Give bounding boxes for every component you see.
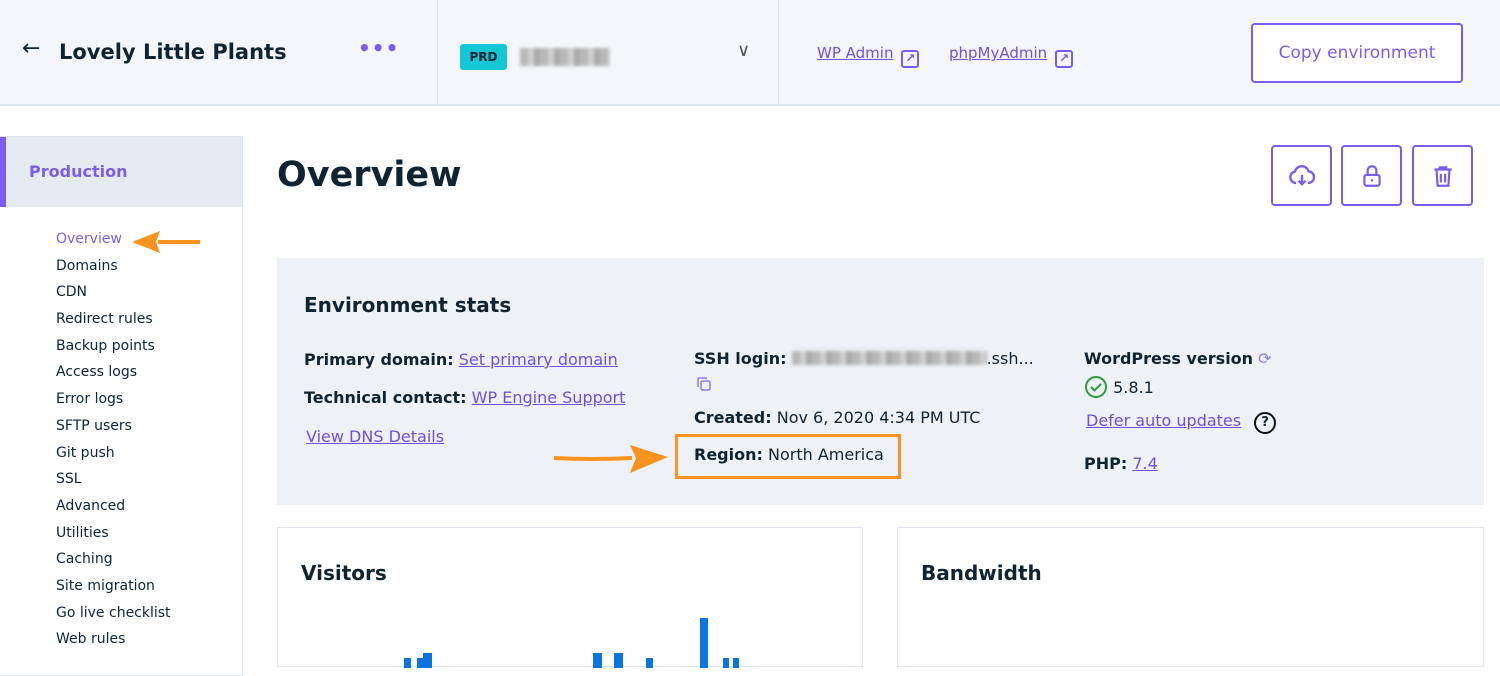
sidebar-item-overview[interactable]: Overview <box>56 231 122 247</box>
help-icon[interactable]: ? <box>1254 412 1277 434</box>
stats-title: Environment stats <box>304 293 512 317</box>
visitors-bar <box>733 658 739 668</box>
php-label: PHP: <box>1084 454 1128 473</box>
sidebar-item-ssl[interactable]: SSL <box>56 471 82 488</box>
cloud-download-icon <box>1288 164 1315 186</box>
lock-button[interactable] <box>1341 145 1402 206</box>
region-highlight-box <box>675 434 901 479</box>
created-value: Nov 6, 2020 4:34 PM UTC <box>776 408 981 427</box>
visitors-bar <box>593 653 602 668</box>
top-header: ← Lovely Little Plants ••• PRD ∨ WP Admi… <box>0 0 1500 106</box>
visitors-bar <box>646 658 653 668</box>
phpmyadmin-link[interactable]: phpMyAdmin ↗ <box>949 44 1074 68</box>
trash-icon <box>1433 165 1452 187</box>
sidebar-item-redirect-rules[interactable]: Redirect rules <box>56 311 153 328</box>
php-version-link[interactable]: 7.4 <box>1132 454 1158 473</box>
primary-domain-label: Primary domain: <box>304 350 454 369</box>
view-dns-details-link[interactable]: View DNS Details <box>306 427 445 446</box>
visitors-title: Visitors <box>301 561 387 585</box>
chevron-down-icon[interactable]: ∨ <box>737 40 751 61</box>
visitors-card: Visitors <box>277 527 863 668</box>
visitors-bar <box>423 653 432 668</box>
wp-engine-support-link[interactable]: WP Engine Support <box>471 388 626 407</box>
annotation-arrow-icon <box>132 231 200 253</box>
back-arrow-icon[interactable]: ← <box>22 36 41 61</box>
sidebar-item-caching[interactable]: Caching <box>56 551 113 568</box>
region-value: North America <box>767 445 884 464</box>
site-name: Lovely Little Plants <box>59 40 287 64</box>
sidebar-item-site-migration[interactable]: Site migration <box>56 577 155 594</box>
copy-icon[interactable] <box>696 376 712 392</box>
lock-icon <box>1362 164 1381 187</box>
technical-contact-row: Technical contact: WP Engine Support <box>304 388 625 407</box>
sidebar-section-production[interactable]: Production <box>0 137 242 207</box>
sidebar-item-go-live-checklist[interactable]: Go live checklist <box>56 604 171 621</box>
sidebar-item-advanced[interactable]: Advanced <box>56 497 126 514</box>
visitors-bar <box>700 618 708 668</box>
wp-admin-label: WP Admin <box>817 44 894 62</box>
ssh-login-label: SSH login: <box>694 349 787 368</box>
refresh-icon[interactable]: ⟳ <box>1258 349 1272 368</box>
visitors-bar <box>404 658 411 668</box>
primary-domain-row: Primary domain: Set primary domain <box>304 350 618 369</box>
sidebar-item-access-logs[interactable]: Access logs <box>56 364 138 381</box>
defer-auto-updates-link[interactable]: Defer auto updates <box>1086 411 1242 430</box>
visitors-bar <box>614 653 623 668</box>
environment-stats-panel: Environment stats Primary domain: Set pr… <box>277 258 1484 505</box>
wordpress-version-label: WordPress version <box>1084 349 1254 368</box>
wordpress-version-row: WordPress version ⟳ <box>1084 349 1272 368</box>
technical-contact-label: Technical contact: <box>304 388 467 407</box>
copy-environment-button[interactable]: Copy environment <box>1251 23 1463 83</box>
more-options-icon[interactable]: ••• <box>358 36 400 60</box>
external-link-icon: ↗ <box>1055 50 1074 68</box>
phpmyadmin-label: phpMyAdmin <box>949 44 1048 62</box>
sidebar-item-web-rules[interactable]: Web rules <box>56 631 126 648</box>
ssh-login-row: SSH login: .ssh... <box>694 349 1034 368</box>
check-circle-icon <box>1085 376 1107 398</box>
ssh-host-redacted <box>791 351 987 365</box>
wordpress-version-value-row: 5.8.1 <box>1084 375 1154 399</box>
sidebar-item-backup-points[interactable]: Backup points <box>56 337 155 354</box>
wp-admin-link[interactable]: WP Admin ↗ <box>817 44 920 68</box>
bandwidth-card: Bandwidth <box>897 527 1484 667</box>
created-row: Created: Nov 6, 2020 4:34 PM UTC <box>694 408 980 427</box>
set-primary-domain-link[interactable]: Set primary domain <box>458 350 618 369</box>
sidebar-item-sftp-users[interactable]: SFTP users <box>56 417 132 434</box>
bandwidth-title: Bandwidth <box>921 561 1042 585</box>
backup-download-button[interactable] <box>1271 145 1332 206</box>
environment-name-redacted <box>520 48 610 66</box>
region-label: Region: <box>694 445 763 464</box>
region-row: Region: North America <box>694 445 884 464</box>
env-badge: PRD <box>460 44 507 70</box>
sidebar: Production Overview Domains CDN Redirect… <box>0 136 243 676</box>
delete-button[interactable] <box>1412 145 1473 206</box>
sidebar-item-domains[interactable]: Domains <box>56 257 118 274</box>
php-row: PHP: 7.4 <box>1084 454 1158 473</box>
page-title: Overview <box>277 155 462 195</box>
sidebar-item-utilities[interactable]: Utilities <box>56 524 109 541</box>
sidebar-nav: Overview Domains CDN Redirect rules Back… <box>0 207 242 658</box>
wordpress-version: 5.8.1 <box>1113 378 1154 397</box>
defer-row: Defer auto updates ? <box>1086 411 1277 434</box>
sidebar-item-cdn[interactable]: CDN <box>56 284 88 301</box>
sidebar-item-git-push[interactable]: Git push <box>56 444 115 461</box>
ssh-suffix: .ssh... <box>986 349 1034 368</box>
divider <box>778 0 779 106</box>
sidebar-item-error-logs[interactable]: Error logs <box>56 391 124 408</box>
annotation-arrow-icon <box>553 445 668 473</box>
divider <box>437 0 438 106</box>
external-link-icon: ↗ <box>901 50 920 68</box>
created-label: Created: <box>694 408 772 427</box>
visitors-bar <box>723 658 729 668</box>
